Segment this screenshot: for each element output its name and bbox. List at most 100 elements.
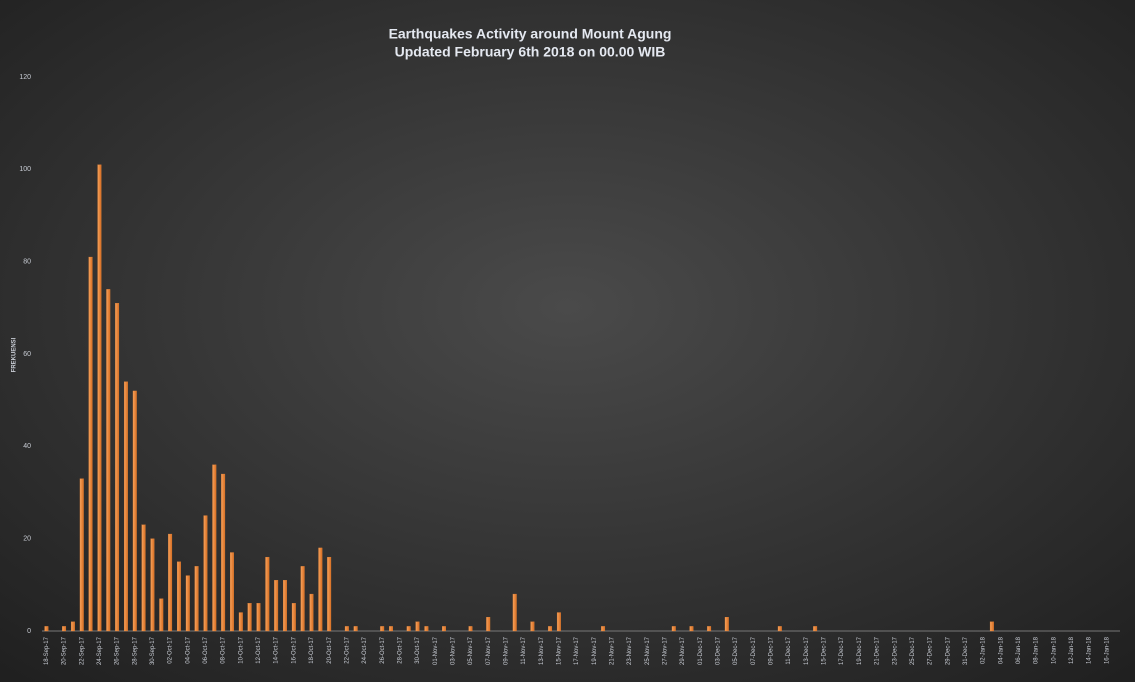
bar	[291, 603, 296, 632]
chart-subtitle: Updated February 6th 2018 on 00.00 WIB	[395, 44, 666, 60]
bar	[70, 621, 75, 632]
x-tick-label: 10-Oct-17	[238, 636, 244, 663]
bar	[44, 626, 49, 632]
x-tick-label: 16-Jan-18	[1104, 636, 1110, 664]
bar	[230, 552, 234, 632]
bar	[168, 533, 173, 632]
bar	[486, 617, 491, 632]
bar	[512, 593, 517, 632]
x-tick-label: 05-Nov-17	[468, 636, 474, 665]
x-tick-label: 03-Nov-17	[450, 636, 456, 665]
y-tick-label: 60	[23, 351, 31, 358]
x-tick-label: 26-Oct-17	[380, 636, 386, 663]
x-tick-label: 19-Dec-17	[857, 636, 863, 665]
x-tick-label: 20-Sep-17	[62, 636, 68, 665]
x-tick-label: 12-Oct-17	[256, 636, 262, 663]
bar	[132, 390, 137, 632]
x-tick-label: 06-Jan-18	[1016, 636, 1022, 664]
x-tick-label: 22-Oct-17	[344, 636, 350, 663]
x-tick-label: 27-Nov-17	[663, 636, 669, 665]
x-tick-label: 17-Dec-17	[839, 636, 845, 665]
y-axis-label: FREKUENSI	[12, 337, 18, 372]
x-tick-label: 10-Jan-18	[1051, 636, 1057, 664]
x-tick-label: 14-Jan-18	[1087, 636, 1093, 664]
bar	[159, 598, 164, 632]
x-tick-label: 06-Oct-17	[203, 636, 209, 663]
bar	[247, 603, 252, 632]
x-tick-label: 25-Dec-17	[910, 636, 916, 665]
x-tick-label: 13-Nov-17	[539, 636, 545, 665]
x-tick-label: 12-Jan-18	[1069, 636, 1075, 664]
x-tick-label: 27-Dec-17	[928, 636, 934, 665]
y-tick-label: 80	[23, 259, 31, 266]
x-tick-label: 30-Oct-17	[415, 636, 421, 663]
x-tick-label: 20-Oct-17	[327, 636, 333, 663]
bar	[79, 478, 84, 632]
x-tick-label: 23-Nov-17	[627, 636, 633, 665]
x-tick-label: 25-Nov-17	[645, 636, 651, 665]
bar	[177, 561, 181, 632]
x-tick-label: 05-Dec-17	[733, 636, 739, 665]
x-tick-label: 30-Sep-17	[150, 636, 156, 665]
bar	[424, 626, 429, 632]
bar	[353, 626, 358, 632]
bar	[406, 626, 411, 632]
x-tick-label: 16-Oct-17	[291, 636, 297, 663]
bar	[724, 617, 729, 632]
x-tick-label: 15-Dec-17	[822, 636, 828, 665]
y-tick-label: 40	[23, 443, 31, 450]
x-tick-label: 29-Dec-17	[945, 636, 951, 665]
x-tick-label: 02-Jan-18	[981, 636, 987, 664]
x-tick-label: 01-Dec-17	[698, 636, 704, 665]
x-tick-label: 29-Nov-17	[680, 636, 686, 665]
bar	[265, 556, 270, 632]
bar	[300, 566, 305, 632]
x-tick-label: 08-Oct-17	[221, 636, 227, 663]
x-tick-label: 21-Dec-17	[875, 636, 881, 665]
x-tick-label: 31-Dec-17	[963, 636, 969, 665]
bar	[62, 626, 67, 632]
bar	[123, 381, 128, 632]
x-tick-label: 07-Nov-17	[486, 636, 492, 665]
x-tick-label: 11-Nov-17	[521, 636, 527, 664]
bar	[256, 603, 261, 632]
bar	[813, 626, 818, 632]
x-tick-label: 11-Dec-17	[786, 636, 792, 664]
x-tick-label: 15-Nov-17	[556, 636, 562, 665]
bar	[671, 626, 676, 632]
bar	[389, 626, 393, 632]
bar	[194, 566, 199, 632]
x-tick-label: 13-Dec-17	[804, 636, 810, 665]
y-tick-label: 0	[27, 628, 31, 635]
bar	[115, 303, 120, 632]
x-tick-label: 04-Jan-18	[998, 636, 1004, 664]
y-tick-label: 100	[19, 166, 31, 173]
bar	[442, 626, 446, 632]
bar	[989, 621, 994, 632]
y-tick-label: 120	[19, 74, 31, 81]
bar	[344, 626, 349, 632]
bar	[212, 464, 217, 632]
bar	[689, 626, 694, 632]
x-tick-label: 04-Oct-17	[185, 636, 191, 663]
bar	[88, 256, 93, 632]
x-tick-label: 09-Dec-17	[769, 636, 775, 665]
bar	[106, 289, 111, 632]
x-tick-label: 21-Nov-17	[610, 636, 616, 665]
bar	[283, 580, 287, 632]
bar	[203, 515, 208, 632]
bar	[238, 612, 243, 632]
bar	[468, 626, 473, 632]
x-tick-label: 01-Nov-17	[433, 636, 439, 665]
x-tick-label: 22-Sep-17	[79, 636, 85, 665]
x-tick-label: 28-Sep-17	[132, 636, 138, 665]
x-tick-label: 14-Oct-17	[274, 636, 280, 663]
bar	[327, 556, 332, 632]
x-tick-label: 24-Sep-17	[97, 636, 103, 665]
bar	[548, 626, 553, 632]
bar	[777, 626, 782, 632]
y-tick-label: 20	[23, 536, 31, 543]
